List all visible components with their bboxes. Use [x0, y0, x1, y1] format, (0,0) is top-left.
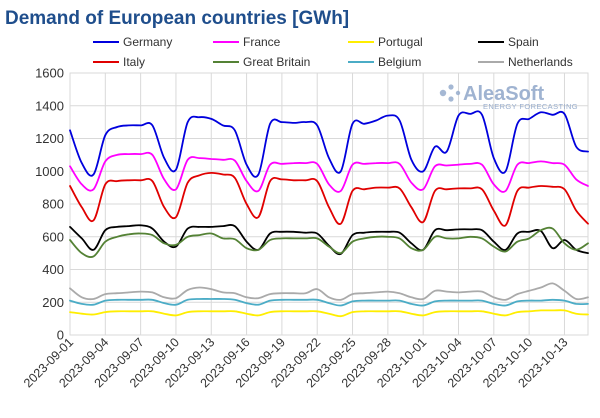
logo-mark-icon [439, 84, 461, 102]
grid [69, 72, 589, 336]
legend-label-belgium: Belgium [378, 55, 421, 69]
y-tick-label: 1200 [35, 131, 64, 146]
legend-label-netherlands: Netherlands [508, 55, 573, 69]
series-line-spain [69, 224, 589, 256]
legend-label-france: France [243, 35, 281, 49]
series-line-netherlands [69, 282, 589, 301]
logo-subtext: ENERGY FORECASTING [483, 102, 578, 111]
aleasoft-logo: AleaSoft ENERGY FORECASTING [439, 83, 578, 111]
series-line-great-britain [69, 226, 589, 258]
legend-label-great-britain: Great Britain [243, 55, 310, 69]
chart-title: Demand of European countries [GWh] [5, 8, 349, 29]
x-axis-ticks: 2023-09-012023-09-042023-09-072023-09-10… [21, 335, 571, 390]
series-line-italy [69, 171, 589, 227]
series-line-belgium [69, 298, 589, 307]
y-axis-ticks: 0 200 400 600 800 1000 1200 1400 1600 [35, 66, 64, 343]
plot-area-border [69, 72, 589, 336]
y-tick-label: 0 [57, 328, 64, 343]
y-tick-label: 1400 [35, 98, 64, 113]
y-tick-label: 400 [42, 262, 64, 277]
y-tick-label: 800 [42, 197, 64, 212]
series-line-germany [69, 110, 589, 178]
series-lines [69, 110, 589, 318]
series-line-portugal [69, 309, 589, 318]
legend-label-portugal: Portugal [378, 35, 423, 49]
legend-label-germany: Germany [123, 35, 172, 49]
series-line-france [69, 151, 589, 193]
logo-text: AleaSoft [463, 83, 544, 105]
legend-label-spain: Spain [508, 35, 539, 49]
legend: Germany France Portugal Spain Italy Great Bri… [93, 35, 573, 69]
y-tick-label: 600 [42, 229, 64, 244]
y-tick-label: 1000 [35, 164, 64, 179]
y-tick-label: 200 [42, 295, 64, 310]
legend-label-italy: Italy [123, 55, 145, 69]
y-tick-label: 1600 [35, 66, 64, 81]
